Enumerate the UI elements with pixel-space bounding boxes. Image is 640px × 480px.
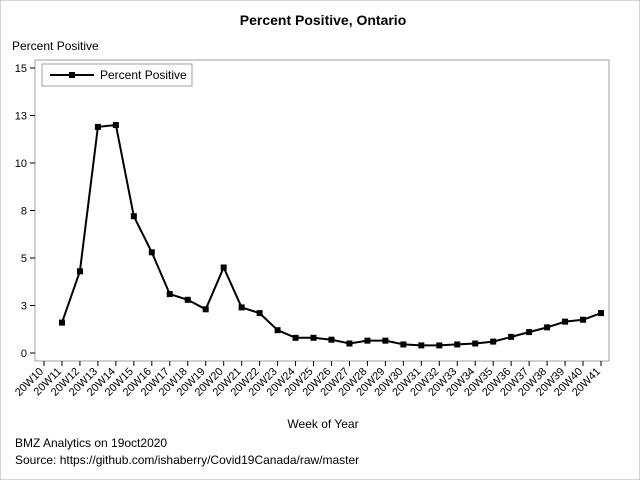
data-point	[58, 319, 65, 326]
data-point	[328, 336, 335, 343]
data-point	[580, 316, 587, 323]
y-axis: 0 3 5 8 10 13 15	[15, 63, 35, 360]
data-point	[274, 327, 281, 334]
y-tick-label: 8	[21, 206, 27, 218]
data-point	[472, 340, 479, 347]
x-axis: 20W1020W1120W1220W1320W1420W1520W1620W17…	[13, 361, 603, 399]
footer-credit: BMZ Analytics on 19oct2020	[15, 436, 168, 450]
y-tick-label: 0	[21, 348, 27, 360]
data-point	[220, 264, 227, 271]
data-point	[490, 338, 497, 345]
legend-label: Percent Positive	[100, 68, 187, 82]
y-tick-label: 15	[15, 63, 27, 75]
data-point	[346, 340, 353, 347]
data-point	[112, 122, 119, 128]
x-axis-label: Week of Year	[287, 417, 358, 431]
data-point	[184, 296, 191, 303]
data-point	[76, 268, 83, 275]
data-point	[202, 306, 209, 313]
chart-title: Percent Positive, Ontario	[240, 12, 407, 28]
legend: Percent Positive	[41, 63, 193, 87]
data-point	[436, 342, 443, 349]
footer-source: Source: https://github.com/ishaberry/Cov…	[15, 453, 360, 467]
y-tick-label: 13	[15, 111, 27, 123]
data-point	[130, 213, 137, 220]
data-point	[256, 310, 263, 317]
data-point	[400, 341, 407, 348]
data-point	[382, 337, 389, 344]
y-axis-label: Percent Positive	[12, 39, 99, 53]
data-point	[562, 318, 569, 325]
data-point	[364, 337, 371, 344]
data-point	[292, 334, 299, 341]
legend-box	[41, 63, 193, 87]
data-point	[94, 123, 101, 130]
series-layer	[58, 122, 604, 349]
data-point	[544, 324, 551, 331]
legend-marker	[69, 72, 75, 78]
data-point	[508, 333, 515, 340]
data-point	[238, 304, 245, 311]
data-point	[526, 329, 533, 336]
data-point	[598, 310, 604, 317]
y-tick-label: 10	[15, 158, 27, 170]
data-point	[454, 341, 461, 348]
data-point	[148, 249, 155, 256]
y-tick-label: 5	[21, 253, 27, 265]
y-tick-label: 3	[21, 301, 27, 313]
data-point	[418, 342, 425, 349]
data-point	[310, 334, 317, 341]
data-point	[166, 291, 173, 298]
